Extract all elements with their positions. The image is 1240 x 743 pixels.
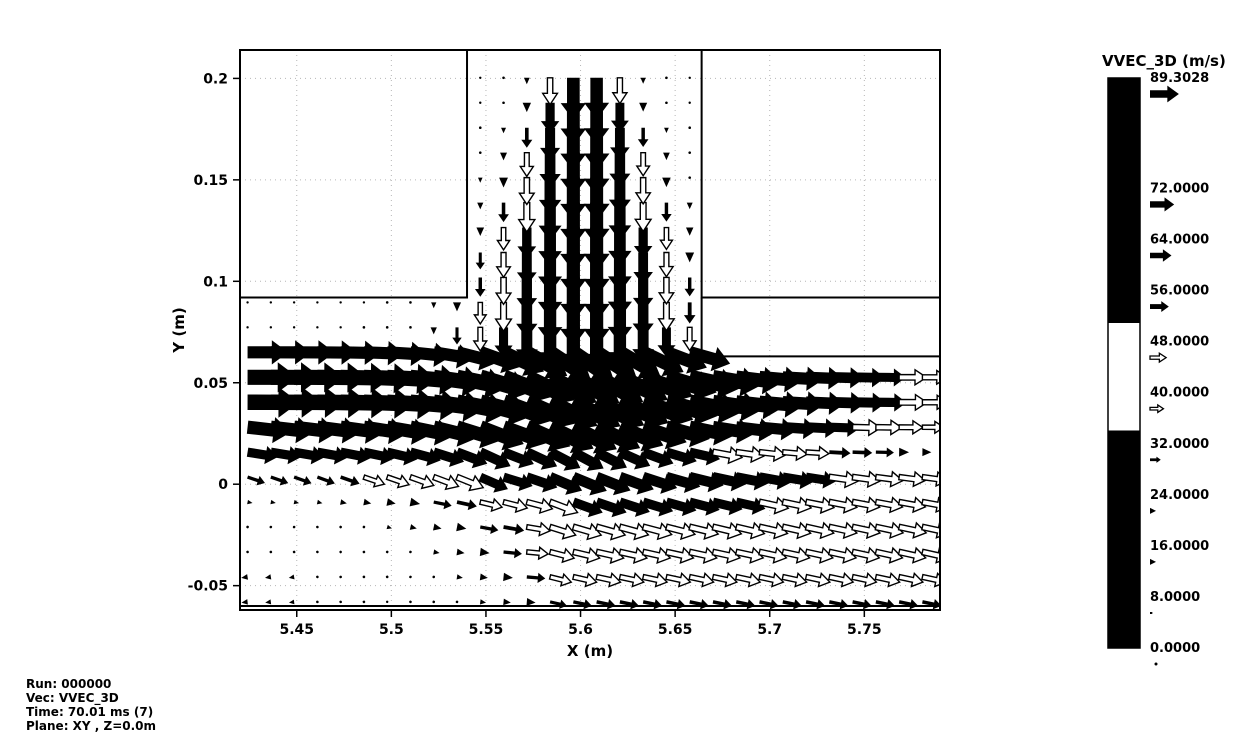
x-axis-label: X (m)	[567, 642, 613, 660]
x-tick-label: 5.6	[568, 622, 593, 638]
x-tick-label: 5.7	[757, 622, 782, 638]
y-tick-label: 0.1	[203, 274, 228, 290]
colorbar-tick-label: 24.0000	[1150, 488, 1209, 503]
colorbar-tick-label: 40.0000	[1150, 386, 1209, 401]
x-tick-label: 5.45	[279, 622, 314, 638]
y-tick-label: 0.05	[193, 376, 228, 392]
colorbar-tick-label: 48.0000	[1150, 335, 1209, 350]
x-tick-label: 5.5	[379, 622, 404, 638]
y-tick-label: -0.05	[188, 579, 228, 595]
colorbar-tick-label: 32.0000	[1150, 437, 1209, 452]
footer-line: Run: 000000	[26, 677, 111, 691]
x-tick-label: 5.55	[469, 622, 504, 638]
footer-line: Plane: XY , Z=0.0m	[26, 719, 156, 733]
x-tick-label: 5.75	[847, 622, 882, 638]
vector-plot: 5.45 5.5 5.55 5.6 5.65 5.7 5.75 X (m) -0.05 0 0.05…	[0, 0, 1240, 743]
footer-line: Time: 70.01 ms (7)	[26, 705, 153, 719]
colorbar-tick-label: 89.3028	[1150, 71, 1209, 86]
colorbar-title: VVEC_3D (m/s)	[1102, 52, 1226, 70]
y-tick-label: 0.2	[203, 71, 228, 87]
footer-line: Vec: VVEC_3D	[26, 691, 119, 706]
y-axis-label: Y (m)	[170, 307, 188, 353]
y-tick-label: 0.15	[193, 173, 228, 189]
colorbar-tick-label: 64.0000	[1150, 233, 1209, 248]
colorbar-tick-label: 8.0000	[1150, 590, 1200, 605]
y-tick-label: 0	[218, 477, 228, 493]
x-tick-label: 5.65	[658, 622, 693, 638]
colorbar-tick-label: 72.0000	[1150, 181, 1209, 196]
colorbar-tick-label: 16.0000	[1150, 539, 1209, 554]
colorbar-tick-label: 0.0000	[1150, 641, 1200, 656]
colorbar-tick-label: 56.0000	[1150, 284, 1209, 299]
